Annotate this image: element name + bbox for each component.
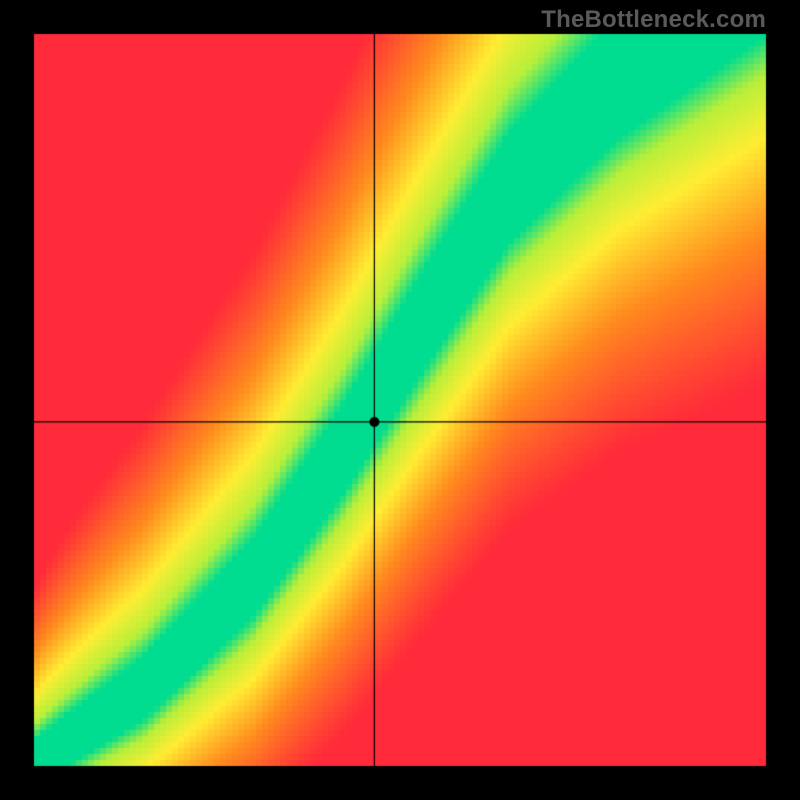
bottleneck-heatmap bbox=[0, 0, 800, 800]
chart-container: TheBottleneck.com bbox=[0, 0, 800, 800]
watermark-text: TheBottleneck.com bbox=[541, 6, 766, 34]
